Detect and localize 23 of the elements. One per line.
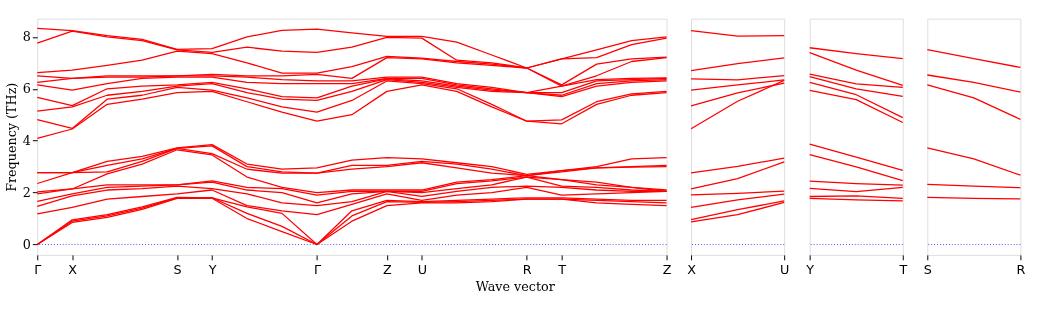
x-tick-label: X [68, 262, 78, 278]
x-tick-label: T [557, 262, 567, 278]
x-tick-label: Z [662, 262, 672, 278]
x-tick-label: S [923, 262, 932, 278]
y-tick-label: 2 [22, 185, 31, 201]
x-tick-label: R [1016, 262, 1026, 278]
y-axis-title: Frequency (THz) [3, 82, 19, 192]
x-tick-label: R [522, 262, 532, 278]
x-axis-title: Wave vector [475, 278, 556, 294]
y-tick-label: 6 [22, 81, 31, 97]
x-tick-label: U [417, 262, 427, 278]
x-tick-label: Γ [313, 262, 322, 278]
x-tick-label: Z [382, 262, 392, 278]
x-tick-label: T [898, 262, 908, 278]
x-tick-label: Γ [34, 262, 43, 278]
x-tick-label: S [173, 262, 182, 278]
x-tick-label: Y [207, 262, 217, 278]
y-tick-label: 8 [22, 29, 31, 45]
x-tick-label: Y [805, 262, 815, 278]
x-tick-label: U [780, 262, 790, 278]
y-tick-label: 0 [22, 236, 31, 252]
y-tick-label: 4 [22, 133, 31, 149]
x-tick-label: X [687, 262, 697, 278]
